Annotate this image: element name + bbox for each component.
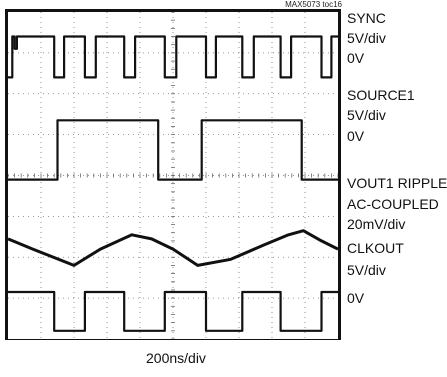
- vout-scale-label: 20mV/div: [347, 216, 406, 232]
- vout-coupling-label: AC-COUPLED: [347, 196, 439, 212]
- source-scale-label: 5V/div: [347, 107, 386, 123]
- vout-name-label: VOUT1 RIPPLE: [347, 175, 447, 191]
- sync-name-label: SYNC: [347, 10, 386, 26]
- sync-trace: [8, 35, 338, 79]
- sync-ground-label: 0V: [347, 50, 365, 66]
- oscilloscope-screen: [5, 9, 341, 340]
- figure-id: MAX5073 toc16: [285, 0, 342, 9]
- source1-trace: [8, 119, 338, 181]
- clk-ground-label: 0V: [347, 290, 365, 306]
- screen-border: [5, 9, 341, 340]
- clk-scale-label: 5V/div: [347, 262, 386, 278]
- source-name-label: SOURCE1: [347, 87, 415, 103]
- vout1-ripple-trace: [7, 229, 339, 267]
- source-ground-label: 0V: [347, 128, 365, 144]
- sync-scale-label: 5V/div: [347, 30, 386, 46]
- clk-name-label: CLKOUT: [347, 240, 404, 256]
- traces: [7, 35, 339, 332]
- graticule: [7, 11, 339, 340]
- time-scale-label: 200ns/div: [146, 350, 206, 366]
- clkout-trace: [8, 290, 338, 332]
